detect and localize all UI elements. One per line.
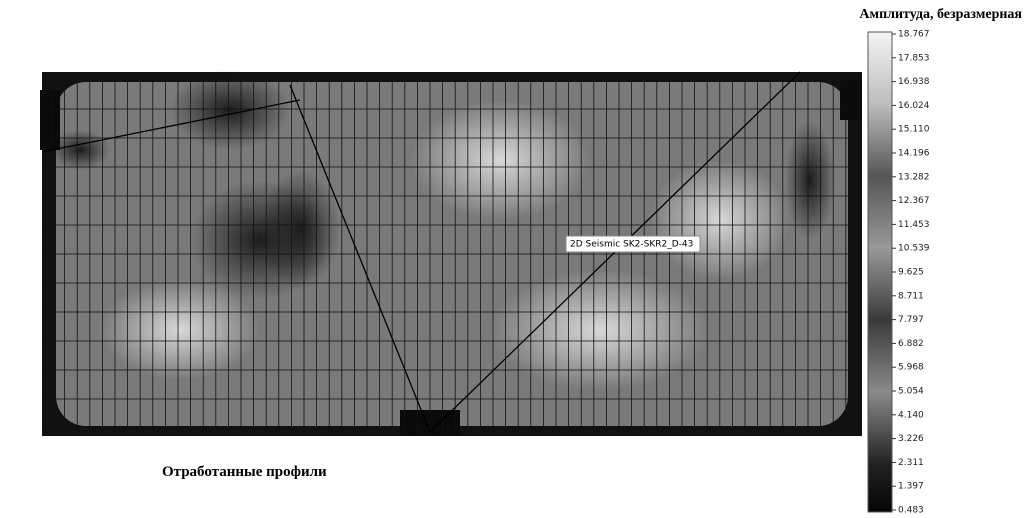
colorbar-tick-label: 11.453	[898, 220, 930, 230]
colorbar-tick-label: 18.767	[898, 30, 930, 40]
colorbar-tick-label: 16.938	[898, 77, 930, 87]
colorbar-tick-label: 6.882	[898, 339, 924, 349]
colorbar-title: Амплитуда, безразмерная	[859, 7, 1022, 22]
colorbar-tick-label: 10.539	[898, 244, 930, 254]
colorbar-tick-label: 2.311	[898, 458, 924, 468]
colorbar-tick-label: 17.853	[898, 53, 930, 63]
colorbar-tick-label: 5.968	[898, 363, 924, 373]
colorbar-tick-label: 12.367	[898, 196, 930, 206]
colorbar-tick-label: 16.024	[898, 101, 930, 111]
colorbar-tick-label: 14.196	[898, 149, 930, 159]
colorbar-tick-label: 15.110	[898, 125, 930, 135]
amplitude-map: 2D Seismic SK2-SKR2_D-43 Отработанные пр…	[0, 0, 1028, 518]
colorbar-tick-label: 7.797	[898, 315, 924, 325]
map-field: 2D Seismic SK2-SKR2_D-43	[40, 70, 862, 436]
profile-callout: 2D Seismic SK2-SKR2_D-43	[570, 240, 693, 250]
colorbar-tick-label: 3.226	[898, 434, 924, 444]
colorbar-tick-label: 1.397	[898, 482, 924, 492]
colorbar-tick-label: 8.711	[898, 291, 924, 301]
colorbar-tick-label: 0.483	[898, 506, 924, 516]
colorbar-tick-label: 4.140	[898, 410, 924, 420]
colorbar	[868, 32, 892, 512]
colorbar-tick-label: 13.282	[898, 172, 930, 182]
colorbar-tick-label: 9.625	[898, 268, 924, 278]
x-axis-label: Отработанные профили	[162, 464, 327, 480]
colorbar-tick-label: 5.054	[898, 387, 924, 397]
